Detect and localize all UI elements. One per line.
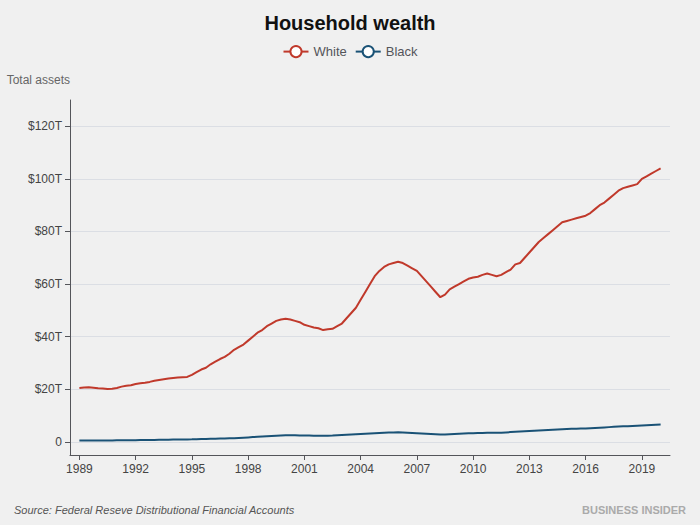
svg-text:$120T: $120T: [28, 119, 63, 133]
svg-text:Total assets: Total assets: [7, 73, 70, 87]
svg-text:2004: 2004: [347, 462, 374, 476]
svg-text:2013: 2013: [516, 462, 543, 476]
svg-text:BUSINESS INSIDER: BUSINESS INSIDER: [582, 504, 686, 516]
svg-text:1989: 1989: [66, 462, 93, 476]
svg-text:2007: 2007: [404, 462, 431, 476]
svg-text:$80T: $80T: [35, 224, 63, 238]
svg-text:Black: Black: [386, 44, 418, 59]
svg-text:2010: 2010: [460, 462, 487, 476]
svg-text:1992: 1992: [122, 462, 149, 476]
svg-text:$40T: $40T: [35, 330, 63, 344]
svg-text:1995: 1995: [179, 462, 206, 476]
svg-text:2001: 2001: [291, 462, 318, 476]
svg-text:Household wealth: Household wealth: [264, 12, 435, 34]
svg-text:0: 0: [55, 435, 62, 449]
svg-text:$20T: $20T: [35, 382, 63, 396]
svg-text:White: White: [313, 44, 346, 59]
svg-text:Source: Federal Reseve Distrib: Source: Federal Reseve Distributional Fi…: [14, 504, 295, 516]
svg-text:2016: 2016: [572, 462, 599, 476]
svg-text:2019: 2019: [629, 462, 656, 476]
svg-text:1998: 1998: [235, 462, 262, 476]
svg-text:$100T: $100T: [28, 172, 63, 186]
svg-text:$60T: $60T: [35, 277, 63, 291]
